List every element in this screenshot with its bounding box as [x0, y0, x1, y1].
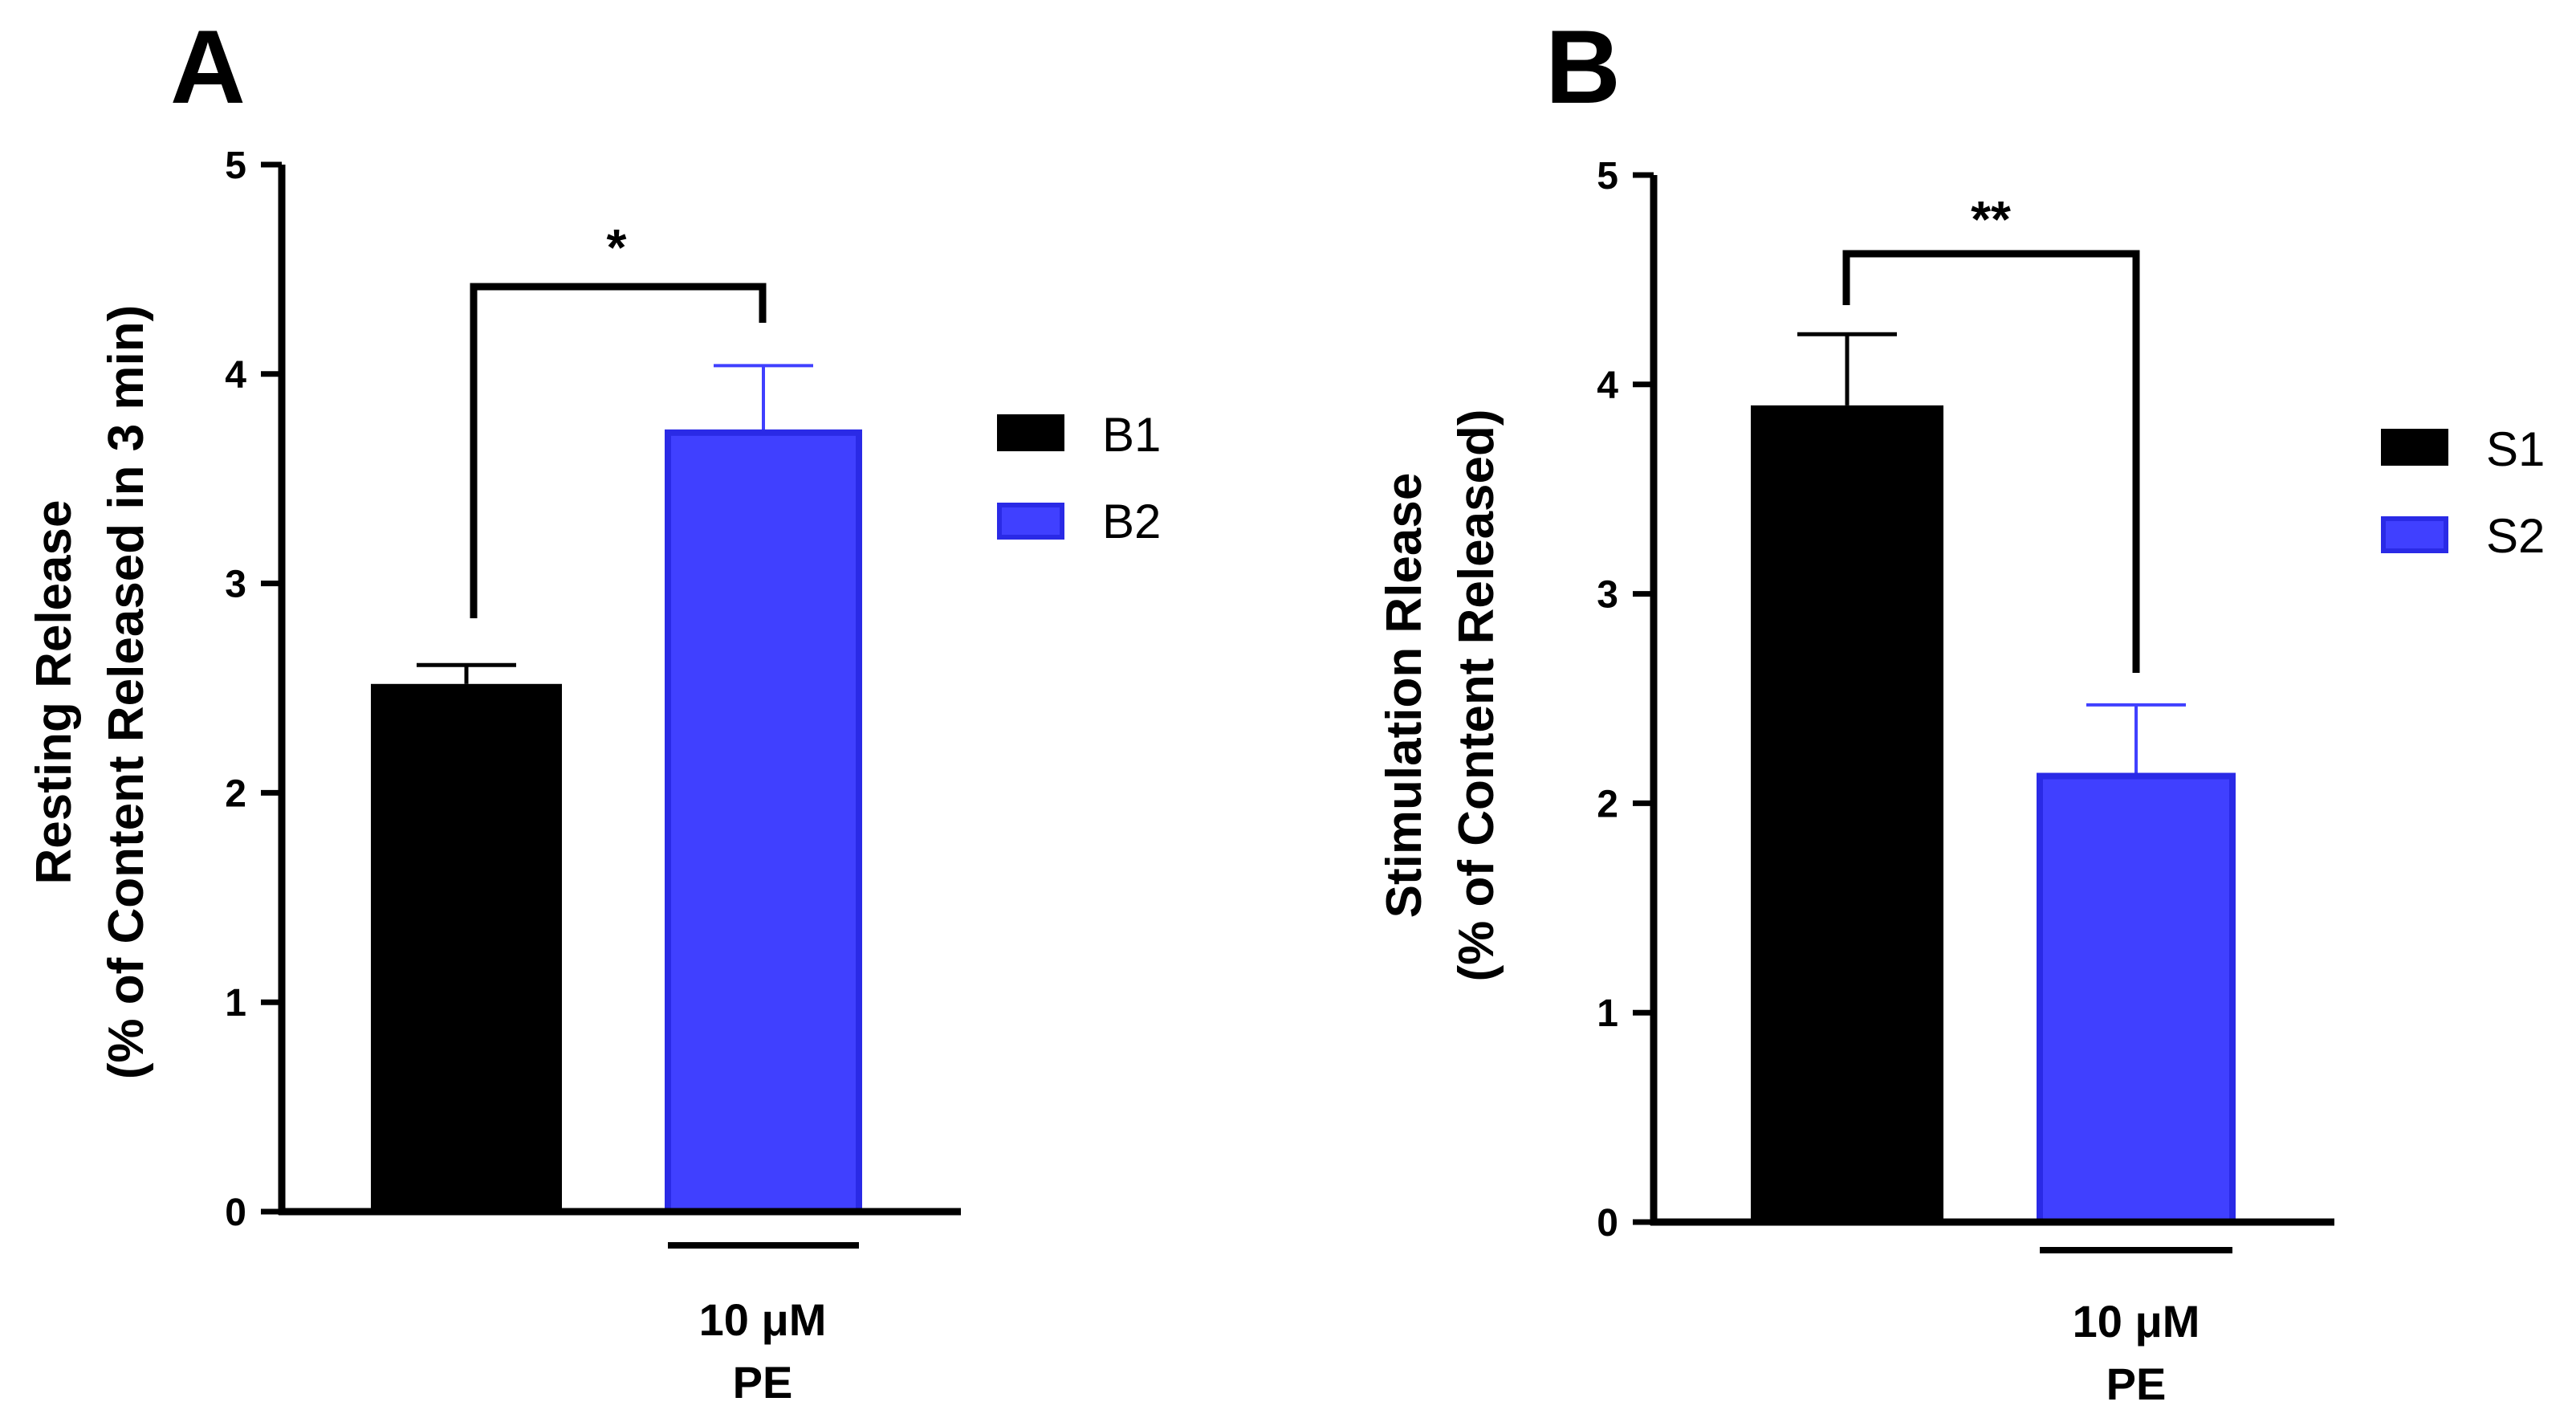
- panel-b-legend-label-s2: S2: [2486, 509, 2545, 563]
- panel-b: B Stimulation Rlease (% of Content Relea…: [1377, 8, 2545, 1409]
- panel-a-treatment-label-line1: 10 μM: [699, 1294, 827, 1345]
- panel-b-y-ticks: 0 1 2 3 4 5: [1597, 155, 1654, 1245]
- panel-a-label: A: [170, 8, 246, 125]
- panel-a-significance-label: *: [607, 218, 627, 276]
- panel-a-treatment-label-line2: PE: [733, 1357, 793, 1408]
- panel-a-y-tick-label: 4: [225, 354, 246, 397]
- panel-b-significance-bracket: **: [1842, 190, 2140, 673]
- panel-a-legend-label-b1: B1: [1102, 408, 1161, 462]
- panel-b-legend: S1 S2: [2381, 422, 2545, 563]
- panel-a-legend: B1 B2: [997, 408, 1161, 548]
- panel-b-treatment-label-line1: 10 μM: [2073, 1296, 2200, 1347]
- panel-b-bar-s2: [2037, 772, 2236, 1225]
- panel-b-bar-s1: [1751, 405, 1943, 1222]
- panel-a-y-tick-label: 0: [225, 1192, 246, 1234]
- panel-a-y-axis-title-line1: Resting Release: [26, 500, 82, 885]
- panel-b-legend-label-s1: S1: [2486, 422, 2545, 476]
- panel-b-y-tick-label: 4: [1597, 365, 1618, 407]
- panel-a-y-tick-label: 3: [225, 564, 246, 606]
- panel-b-treatment-label-line2: PE: [2106, 1359, 2167, 1409]
- panel-b-legend-swatch-s1: [2381, 429, 2448, 466]
- panel-a-y-tick-label: 1: [225, 982, 246, 1025]
- panel-a-legend-label-b2: B2: [1102, 495, 1161, 548]
- panel-a-bar-b1: [371, 683, 562, 1212]
- panel-a-bar-b2: [665, 429, 862, 1215]
- panel-a-y-tick-label: 2: [225, 772, 246, 815]
- panel-b-y-tick-label: 5: [1597, 155, 1618, 198]
- panel-a-bars: [371, 364, 862, 1215]
- panel-a-significance-bracket: *: [470, 218, 767, 618]
- panel-a: A Resting Release (% of Content Released…: [26, 8, 1161, 1408]
- panel-b-y-tick-label: 0: [1597, 1202, 1618, 1245]
- panel-a-y-axis-title-line2: (% of Content Released in 3 min): [99, 305, 154, 1080]
- panel-b-y-tick-label: 2: [1597, 783, 1618, 825]
- panel-b-y-tick-label: 1: [1597, 992, 1618, 1035]
- panel-b-legend-swatch-s2: [2381, 516, 2448, 553]
- panel-b-bars: [1751, 332, 2236, 1225]
- panel-a-legend-swatch-b2: [997, 503, 1064, 540]
- panel-b-y-tick-label: 3: [1597, 574, 1618, 617]
- panel-b-significance-label: **: [1971, 190, 2011, 248]
- panel-b-y-axis-title-line2: (% of Content Released): [1449, 409, 1504, 981]
- panel-b-y-axis-title-line1: Stimulation Rlease: [1377, 473, 1432, 919]
- panel-b-label: B: [1545, 8, 1621, 125]
- panel-a-bracket-line: [470, 283, 767, 618]
- panel-b-bracket-line: [1842, 250, 2140, 673]
- panel-a-y-tick-label: 5: [225, 145, 246, 187]
- panel-a-legend-swatch-b1: [997, 414, 1064, 451]
- panel-a-y-ticks: 0 1 2 3 4 5: [225, 145, 282, 1234]
